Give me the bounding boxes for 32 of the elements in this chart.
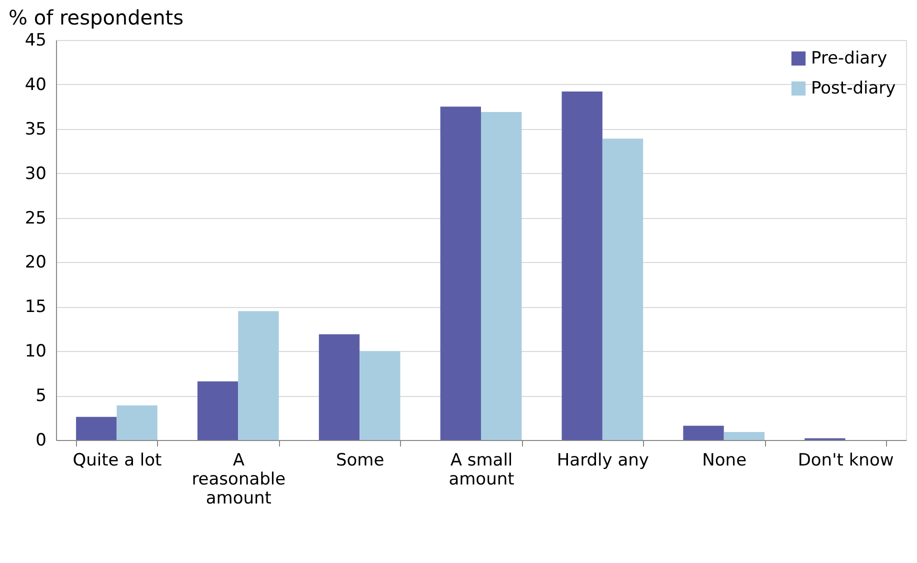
bar — [360, 351, 400, 440]
x-tick-label: None — [702, 450, 747, 470]
bar — [197, 381, 238, 440]
x-tick-label: Don't know — [798, 450, 894, 470]
bar — [481, 112, 522, 440]
bar — [318, 334, 360, 440]
y-tick-label: 5 — [36, 386, 46, 406]
y-tick-label: 10 — [24, 342, 46, 362]
bar — [238, 311, 279, 440]
bar — [683, 426, 724, 440]
y-tick-label: 30 — [24, 164, 46, 184]
x-tick-label: Hardly any — [556, 450, 649, 470]
bar — [724, 432, 765, 440]
y-axis-title: % of respondents — [8, 6, 184, 30]
y-tick-label: 20 — [24, 252, 46, 273]
bar — [76, 416, 117, 440]
x-tick-label: Quite a lot — [72, 450, 162, 470]
y-tick-label: 35 — [24, 119, 46, 140]
bar — [440, 106, 481, 440]
x-tick-label: A reasonable amount — [192, 450, 286, 508]
y-tick-label: 0 — [36, 430, 46, 450]
y-tick-label: 25 — [24, 208, 46, 228]
legend-label: Pre-diary — [811, 48, 888, 68]
y-tick-label: 15 — [24, 297, 46, 318]
x-tick-label: A small amount — [448, 450, 515, 490]
legend-label: Post-diary — [811, 78, 896, 98]
bar — [602, 138, 644, 440]
bar — [116, 405, 158, 440]
x-tick-label: Some — [336, 450, 384, 470]
y-tick-label: 45 — [24, 30, 46, 50]
y-tick-label: 40 — [24, 74, 46, 95]
bar — [562, 92, 602, 440]
